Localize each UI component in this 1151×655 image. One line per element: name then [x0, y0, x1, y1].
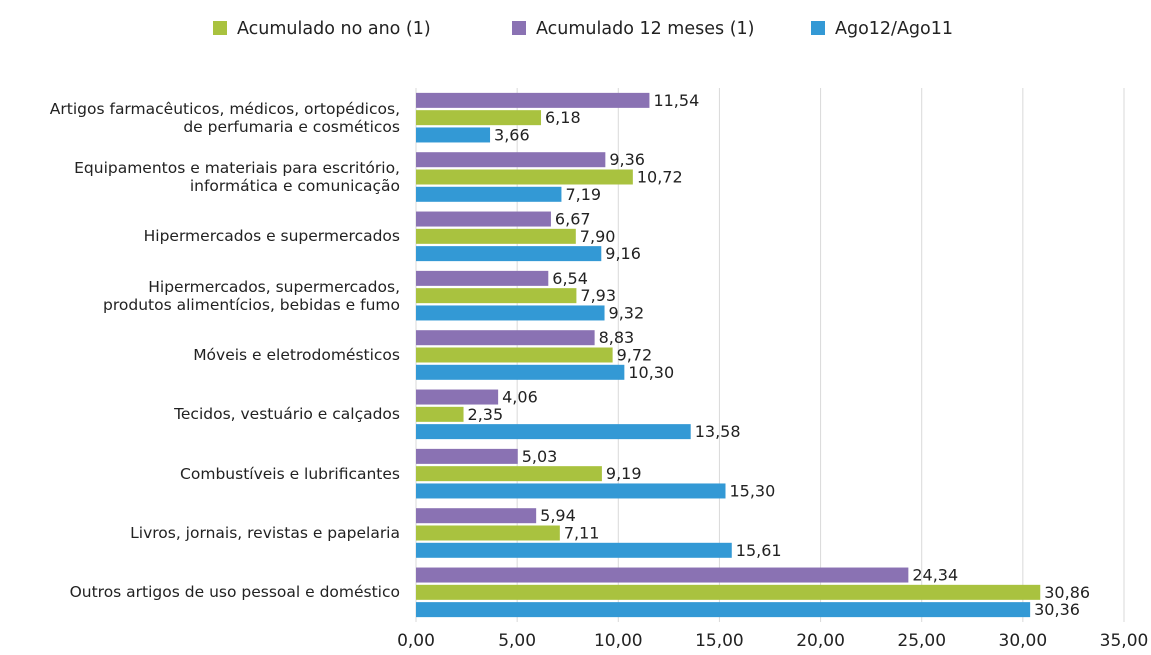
x-tick-label: 5,00	[498, 631, 536, 651]
data-label: 10,30	[628, 363, 674, 382]
data-label: 11,54	[653, 91, 699, 110]
data-label: 15,61	[736, 541, 782, 560]
bar	[416, 288, 577, 304]
x-tick-label: 10,00	[594, 631, 643, 651]
bar	[416, 305, 605, 321]
data-label: 8,83	[599, 328, 635, 347]
data-label: 4,06	[502, 388, 538, 407]
bar	[416, 424, 691, 440]
data-label: 15,30	[729, 481, 775, 500]
bar	[416, 127, 491, 143]
data-label: 9,19	[606, 464, 642, 483]
category-label: Hipermercados e supermercados	[143, 227, 400, 246]
x-tick-label: 15,00	[695, 631, 744, 651]
x-tick-label: 0,00	[397, 631, 435, 651]
bar	[416, 330, 595, 346]
category-label: Equipamentos e materiais para escritório…	[74, 159, 400, 195]
data-label: 2,35	[468, 405, 504, 424]
category-label: Tecidos, vestuário e calçados	[174, 405, 400, 424]
bar	[416, 110, 542, 126]
data-label: 30,86	[1044, 583, 1090, 602]
category-label: Artigos farmacêuticos, médicos, ortopédi…	[49, 99, 400, 136]
data-label: 9,72	[617, 346, 653, 365]
legend-swatch	[512, 21, 526, 35]
data-label: 5,03	[522, 447, 558, 466]
data-label: 7,93	[580, 286, 616, 305]
bar	[416, 211, 551, 227]
category-label: Livros, jornais, revistas e papelaria	[130, 524, 400, 542]
category-label: Outros artigos de uso pessoal e doméstic…	[69, 583, 400, 602]
data-label: 24,34	[912, 566, 958, 585]
data-label: 9,16	[605, 244, 641, 263]
data-label: 13,58	[695, 422, 741, 441]
legend-label: Ago12/Ago11	[835, 19, 953, 39]
category-label: Móveis e eletrodomésticos	[193, 346, 400, 364]
bar	[416, 584, 1041, 600]
category-label: Combustíveis e lubrificantes	[180, 464, 400, 483]
data-label: 30,36	[1034, 600, 1080, 619]
bar	[416, 448, 518, 464]
legend-swatch	[213, 21, 227, 35]
bar	[416, 567, 909, 583]
bar	[416, 508, 537, 524]
data-label: 9,32	[609, 303, 645, 322]
legend-swatch	[811, 21, 825, 35]
bar	[416, 364, 625, 380]
bar	[416, 186, 562, 202]
data-label: 5,94	[540, 506, 576, 525]
legend-label: Acumulado 12 meses (1)	[536, 19, 754, 39]
data-label: 3,66	[494, 125, 530, 144]
bar	[416, 542, 732, 558]
bar	[416, 389, 499, 405]
data-label: 7,19	[565, 185, 601, 204]
data-label: 7,11	[564, 524, 600, 543]
bar	[416, 406, 464, 422]
bar	[416, 169, 633, 185]
bar	[416, 92, 650, 108]
bar	[416, 347, 613, 363]
bar	[416, 228, 576, 244]
data-label: 6,54	[552, 269, 588, 288]
bar	[416, 466, 602, 482]
bar	[416, 602, 1031, 618]
bar	[416, 270, 549, 286]
bar	[416, 246, 602, 262]
x-tick-label: 20,00	[796, 631, 845, 651]
bar	[416, 152, 606, 168]
bar	[416, 525, 560, 541]
legend-label: Acumulado no ano (1)	[237, 19, 431, 39]
data-label: 7,90	[580, 227, 616, 246]
category-label: Hipermercados, supermercados, produtos a…	[103, 277, 400, 314]
bar	[416, 483, 726, 499]
x-tick-label: 25,00	[897, 631, 946, 651]
data-label: 9,36	[609, 150, 645, 169]
data-label: 6,18	[545, 108, 581, 127]
data-label: 10,72	[637, 168, 683, 187]
data-label: 6,67	[555, 210, 591, 229]
x-tick-label: 35,00	[1100, 631, 1149, 651]
x-tick-label: 30,00	[999, 631, 1048, 651]
